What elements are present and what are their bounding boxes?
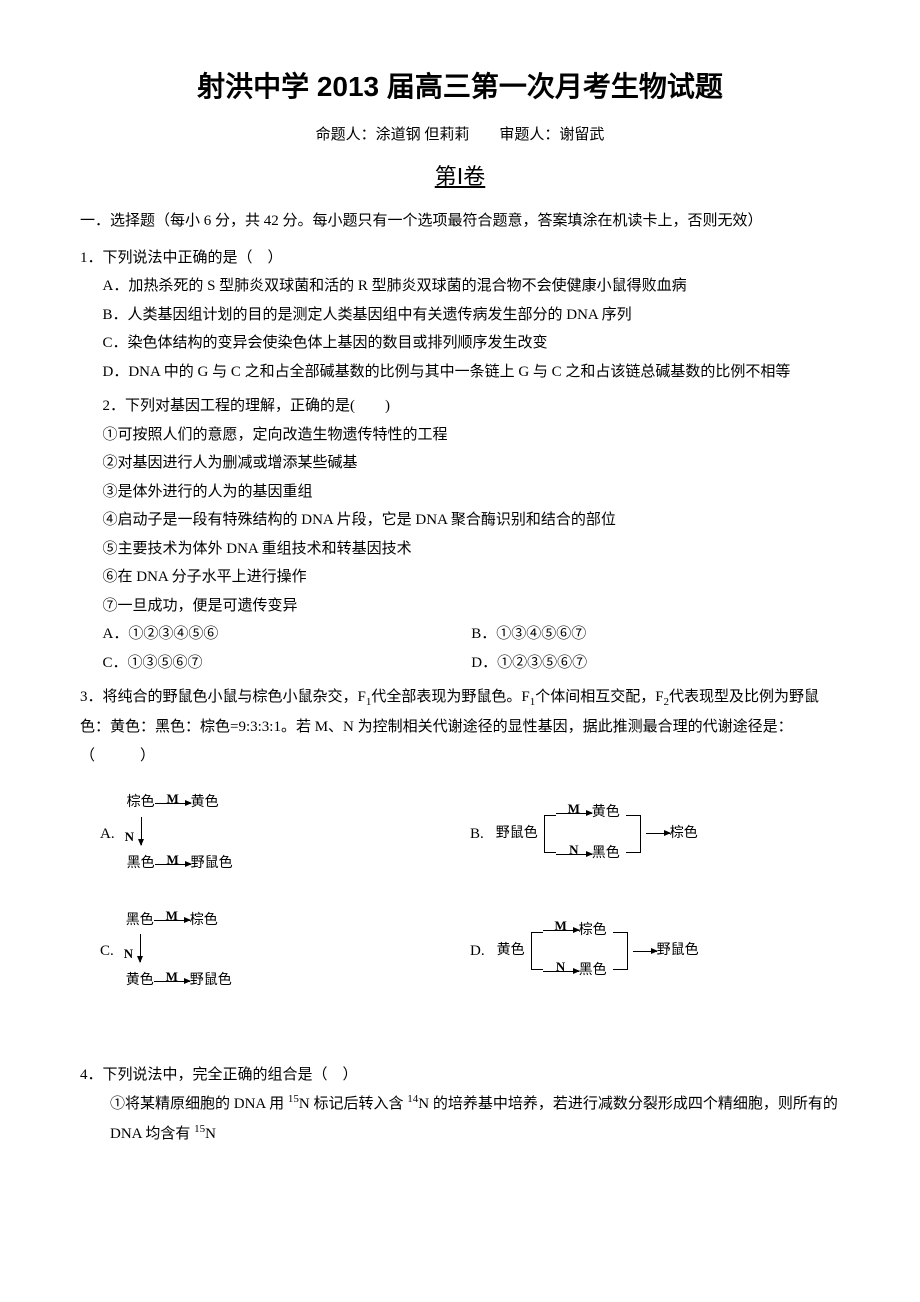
diagram-a-label: A.	[100, 820, 115, 849]
q1-stem: 1．下列说法中正确的是（ ）	[80, 244, 840, 273]
q2-item-2: ②对基因进行人为删减或增添某些碱基	[80, 449, 840, 478]
c-m1: M	[166, 904, 178, 929]
arrow-icon: M	[155, 864, 191, 865]
q4-i1-p2: N 标记后转入含	[299, 1096, 407, 1112]
question-3: 3．将纯合的野鼠色小鼠与棕色小鼠杂交，F1代全部表现为野鼠色。F1个体间相互交配…	[80, 683, 840, 1054]
b-wild: 野鼠色	[496, 821, 538, 848]
question-1: 1．下列说法中正确的是（ ） A．加热杀死的 S 型肺炎双球菌和活的 R 型肺炎…	[80, 244, 840, 387]
arrow-icon: M	[556, 813, 592, 814]
section-heading: 第Ⅰ卷	[80, 156, 840, 198]
arrow-icon: M	[155, 803, 191, 804]
q2-option-b: B．①③④⑤⑥⑦	[471, 620, 840, 649]
q4-stem: 4．下列说法中，完全正确的组合是（ ）	[80, 1061, 840, 1090]
b-n: N	[569, 838, 578, 863]
q3-stem-part3: 个体间相互交配，F	[535, 689, 663, 705]
a-m2: M	[166, 848, 178, 873]
q1-option-b: B．人类基因组计划的目的是测定人类基因组中有关遗传病发生部分的 DNA 序列	[80, 301, 840, 330]
q2-option-a: A．①②③④⑤⑥	[103, 620, 472, 649]
q2-item-5: ⑤主要技术为体外 DNA 重组技术和转基因技术	[80, 535, 840, 564]
exam-authors: 命题人：涂道钢 但莉莉 审题人：谢留武	[80, 121, 840, 150]
q4-i1-p1: ①将某精原细胞的 DNA 用	[110, 1096, 288, 1112]
c-black: 黑色	[126, 908, 154, 935]
d-yellow: 黄色	[497, 938, 525, 965]
q3-diagram-d: D. 黄色 M 棕色 N 黑	[470, 908, 840, 995]
arrow-icon: M	[154, 920, 190, 921]
q2-item-4: ④启动子是一段有特殊结构的 DNA 片段，它是 DNA 聚合酶识别和结合的部位	[80, 506, 840, 535]
a-m1: M	[166, 787, 178, 812]
q2-option-c: C．①③⑤⑥⑦	[103, 649, 472, 678]
q1-option-d: D．DNA 中的 G 与 C 之和占全部碱基数的比例与其中一条链上 G 与 C …	[103, 358, 841, 387]
a-n: N	[125, 825, 134, 850]
q2-item-3: ③是体外进行的人为的基因重组	[80, 478, 840, 507]
arrow-down-icon: N	[141, 817, 142, 851]
q2-item-1: ①可按照人们的意愿，定向改造生物遗传特性的工程	[80, 421, 840, 450]
q2-item-6: ⑥在 DNA 分子水平上进行操作	[80, 563, 840, 592]
d-brown: 棕色	[579, 918, 607, 945]
q4-i1-p4: N	[205, 1126, 216, 1142]
arrow-icon: M	[543, 930, 579, 931]
d-wild: 野鼠色	[657, 938, 699, 965]
question-4: 4．下列说法中，完全正确的组合是（ ） ①将某精原细胞的 DNA 用 15N 标…	[80, 1061, 840, 1149]
diagram-c-label: C.	[100, 937, 114, 966]
q3-stem-part1: 3．将纯合的野鼠色小鼠与棕色小鼠杂交，F	[80, 689, 366, 705]
q3-stem-part2: 代全部表现为野鼠色。F	[371, 689, 529, 705]
arrow-down-icon: N	[140, 934, 141, 968]
b-m: M	[568, 797, 580, 822]
d-m: M	[554, 914, 566, 939]
arrow-icon	[646, 833, 670, 834]
arrow-icon: N	[556, 854, 592, 855]
diagram-b-label: B.	[470, 820, 484, 849]
a-yellow: 黄色	[191, 790, 219, 817]
exam-title: 射洪中学 2013 届高三第一次月考生物试题	[80, 60, 840, 113]
q3-stem: 3．将纯合的野鼠色小鼠与棕色小鼠杂交，F1代全部表现为野鼠色。F1个体间相互交配…	[80, 683, 840, 770]
q2-item-7: ⑦一旦成功，便是可遗传变异	[80, 592, 840, 621]
q3-diagram-b: B. 野鼠色 M 黄色 N	[470, 790, 840, 877]
arrow-icon: M	[154, 981, 190, 982]
q4-sup-15a: 15	[288, 1093, 299, 1105]
b-yellow: 黄色	[592, 800, 620, 827]
c-brown: 棕色	[190, 908, 218, 935]
b-brown: 棕色	[670, 821, 698, 848]
b-black: 黑色	[592, 841, 620, 868]
q2-stem: 2．下列对基因工程的理解，正确的是( )	[80, 392, 840, 421]
a-brown: 棕色	[127, 790, 155, 817]
c-yellow: 黄色	[126, 968, 154, 995]
c-n: N	[124, 942, 133, 967]
arrow-icon: N	[543, 971, 579, 972]
d-black: 黑色	[579, 958, 607, 985]
a-black: 黑色	[127, 851, 155, 878]
q4-item-1: ①将某精原细胞的 DNA 用 15N 标记后转入含 14N 的培养基中培养，若进…	[80, 1089, 840, 1148]
q4-sup-14: 14	[407, 1093, 418, 1105]
c-wild: 野鼠色	[190, 968, 232, 995]
arrow-icon	[633, 951, 657, 952]
a-wild: 野鼠色	[191, 851, 233, 878]
q4-sup-15b: 15	[194, 1123, 205, 1135]
q1-option-c: C．染色体结构的变异会使染色体上基因的数目或排列顺序发生改变	[80, 329, 840, 358]
q3-diagrams: A. 棕色 M 黄色 N 黑色 M 野鼠色	[80, 770, 840, 1054]
section-instructions: 一．选择题（每小 6 分，共 42 分。每小题只有一个选项最符合题意，答案填涂在…	[80, 207, 840, 236]
c-m2: M	[166, 965, 178, 990]
q3-diagram-c: C. 黑色 M 棕色 N 黄色 M 野鼠色	[100, 908, 470, 995]
question-2: 2．下列对基因工程的理解，正确的是( ) ①可按照人们的意愿，定向改造生物遗传特…	[80, 392, 840, 677]
d-n: N	[556, 955, 565, 980]
diagram-d-label: D.	[470, 937, 485, 966]
q1-option-a: A．加热杀死的 S 型肺炎双球菌和活的 R 型肺炎双球菌的混合物不会使健康小鼠得…	[80, 272, 840, 301]
q2-option-d: D．①②③⑤⑥⑦	[471, 649, 840, 678]
q3-diagram-a: A. 棕色 M 黄色 N 黑色 M 野鼠色	[100, 790, 470, 877]
